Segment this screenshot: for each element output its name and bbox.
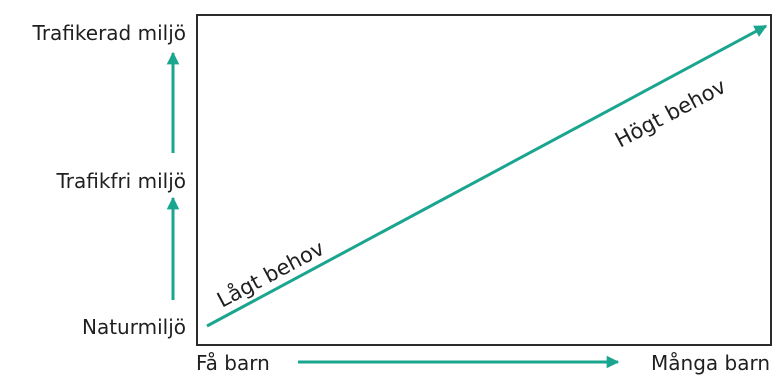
low-need-label: Lågt behov [213,235,329,312]
high-need-label: Högt behov [611,74,730,152]
y-level-top-label: Trafikerad miljö [32,21,186,45]
y-level-bottom-label: Naturmiljö [82,315,186,339]
diagonal-arrow [206,24,768,328]
x-end-label: Många barn [651,351,770,375]
diagram-frame [196,14,772,346]
y-level-middle-label: Trafikfri miljö [55,169,186,193]
x-start-label: Få barn [196,351,270,375]
